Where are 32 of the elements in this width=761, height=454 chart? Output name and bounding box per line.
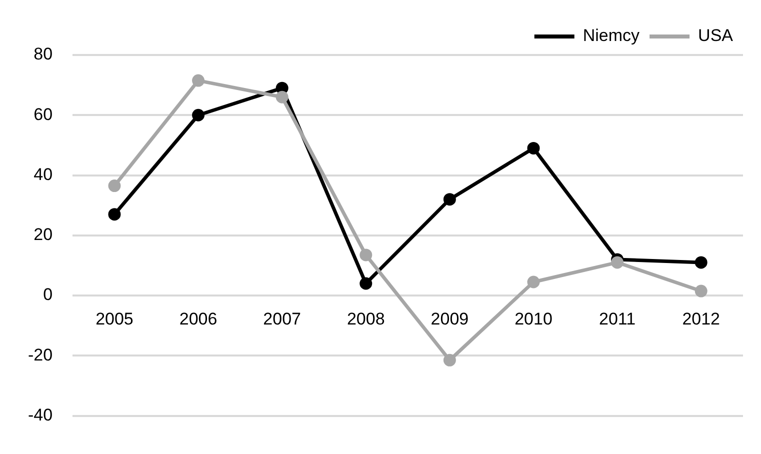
point [694,284,708,298]
x-tick-label: 2007 [263,309,301,328]
y-tick-label: -20 [28,345,53,364]
point [611,256,624,269]
point [108,180,121,192]
point [192,108,205,122]
y-tick-label: 0 [43,285,53,304]
y-tick-label: 60 [34,104,53,124]
x-tick-label: 2009 [430,309,469,328]
x-tick-label: 2008 [346,309,385,328]
point [192,74,205,87]
point [276,82,288,94]
y-tick-label: 80 [34,44,53,64]
y-tick-label: 20 [34,225,53,244]
point [694,256,708,269]
legend-label: Niemcy [582,26,640,46]
point [108,208,121,221]
y-tick-label: 40 [34,164,53,184]
x-tick-label: 2010 [514,309,552,328]
y-tick-label: -40 [28,405,53,424]
point [527,142,540,154]
point [276,90,288,104]
legend-label: USA [698,26,734,46]
x-tick-label: 2006 [179,309,218,328]
point [443,354,456,366]
x-tick-label: 2011 [599,309,636,328]
x-tick-label: 2005 [96,309,134,328]
point [360,248,372,262]
point [527,276,540,288]
point [360,277,372,290]
x-tick-label: 2012 [682,309,720,328]
point [443,193,456,206]
